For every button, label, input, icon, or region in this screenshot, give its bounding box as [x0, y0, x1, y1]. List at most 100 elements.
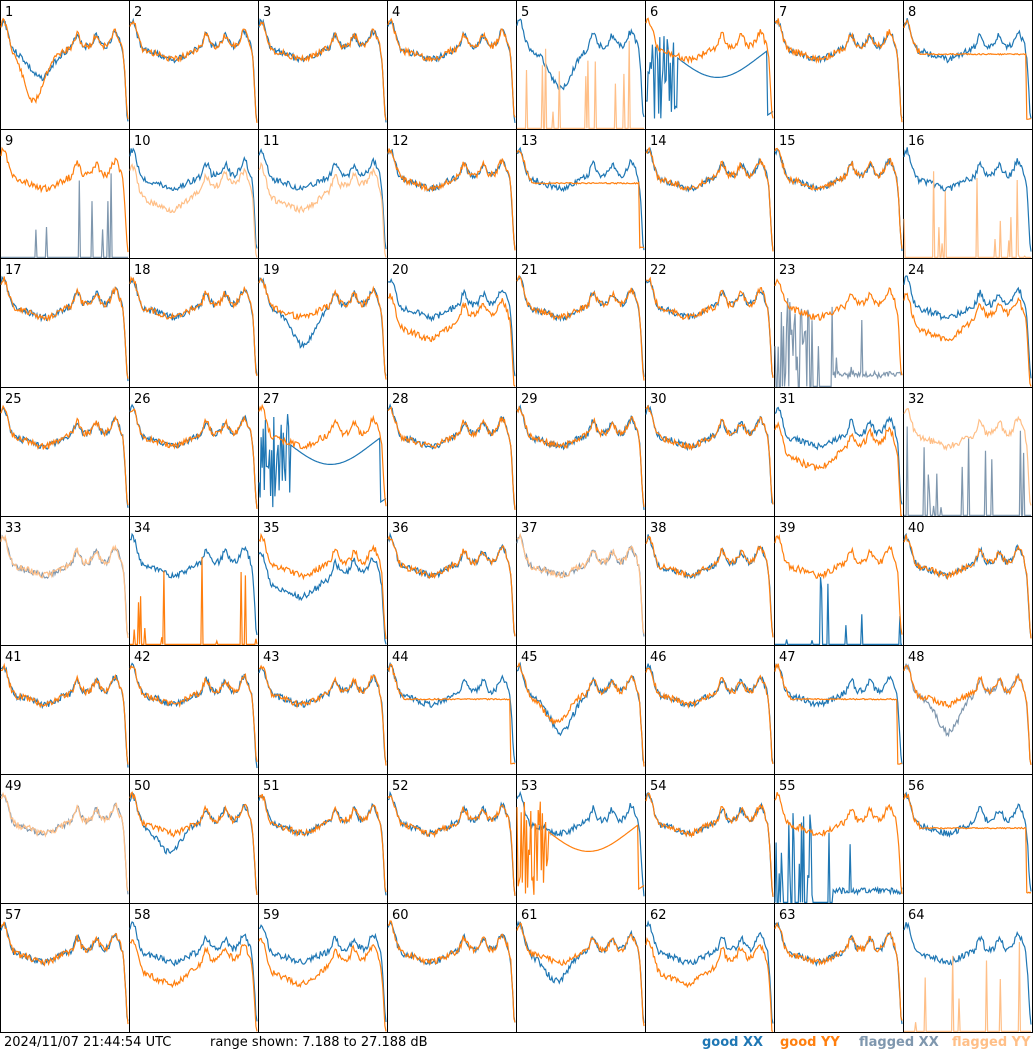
panel-label: 61 [521, 908, 538, 923]
panel-label: 64 [908, 908, 925, 923]
series-xx [516, 404, 645, 510]
series-yy [645, 936, 774, 1032]
panel-43: 43 [258, 645, 388, 775]
legend-good-yy: good YY [780, 1035, 840, 1050]
panel-frame [774, 774, 904, 904]
panel-frame [516, 0, 646, 130]
series-yy [517, 40, 644, 129]
series-xx [258, 924, 387, 1023]
series-yy [258, 793, 387, 893]
series-xx [130, 532, 258, 636]
panel-label: 8 [908, 5, 916, 20]
panel-frame [129, 774, 259, 904]
panel-frame [645, 903, 775, 1033]
panel-label: 38 [650, 521, 667, 536]
series-yy [516, 532, 645, 634]
series-xx [903, 532, 1032, 639]
series-yy [774, 921, 903, 1021]
panel-64: 64 [903, 903, 1033, 1033]
panel-frame [129, 903, 259, 1033]
panel-frame [516, 645, 646, 775]
series-xx [258, 414, 387, 508]
panel-label: 4 [392, 5, 400, 20]
panel-45: 45 [516, 645, 646, 775]
panel-frame [258, 774, 388, 904]
series-yy [774, 147, 903, 249]
panel-42: 42 [129, 645, 259, 775]
panel-47: 47 [774, 645, 904, 775]
panel-label: 52 [392, 779, 409, 794]
panel-frame [516, 903, 646, 1033]
panel-frame [516, 258, 646, 388]
panel-label: 22 [650, 263, 667, 278]
series-xx [0, 18, 129, 122]
panel-38: 38 [645, 516, 775, 646]
panel-label: 40 [908, 521, 925, 536]
panel-frame [258, 129, 388, 259]
series-yy [258, 403, 387, 507]
series-yy [0, 276, 129, 379]
panel-label: 51 [263, 779, 280, 794]
panel-label: 60 [392, 908, 409, 923]
panel-37: 37 [516, 516, 646, 646]
series-yy [387, 17, 516, 118]
panel-frame [903, 0, 1033, 130]
panel-label: 26 [134, 392, 151, 407]
panel-label: 48 [908, 650, 925, 665]
series-yy [258, 277, 387, 380]
series-yy [387, 148, 516, 251]
panel-44: 44 [387, 645, 517, 775]
series-yy [0, 146, 129, 253]
series-xx [774, 813, 903, 903]
panel-frame [387, 903, 517, 1033]
panel-58: 58 [129, 903, 259, 1033]
panel-label: 1 [5, 5, 13, 20]
series-yy [516, 661, 645, 767]
panel-label: 45 [521, 650, 538, 665]
series-yy [645, 17, 774, 119]
panel-40: 40 [903, 516, 1033, 646]
series-xx [129, 921, 258, 1022]
series-yy [387, 535, 516, 637]
series-xx [775, 577, 902, 645]
panel-label: 49 [5, 779, 22, 794]
panel-9: 9 [0, 129, 130, 259]
panel-6: 6 [645, 0, 775, 130]
series-yy [516, 149, 645, 249]
panel-label: 23 [779, 263, 796, 278]
panel-frame [0, 774, 130, 904]
series-yy [774, 533, 903, 635]
series-yy [129, 664, 258, 763]
panel-label: 31 [779, 392, 796, 407]
series-yy [904, 941, 1031, 1032]
series-yy [774, 278, 903, 376]
series-yy [258, 21, 387, 121]
panel-2: 2 [129, 0, 259, 130]
panel-15: 15 [774, 129, 904, 259]
panel-label: 15 [779, 134, 796, 149]
series-yy [903, 18, 1032, 120]
panel-label: 58 [134, 908, 151, 923]
series-yy [903, 292, 1032, 387]
series-xx [903, 921, 1032, 1025]
series-yy [645, 667, 774, 765]
panel-label: 12 [392, 134, 409, 149]
panel-label: 53 [521, 779, 538, 794]
panel-frame [0, 0, 130, 130]
panel-frame [258, 0, 388, 130]
footer: 2024/11/07 21:44:54 UTC range shown: 7.1… [0, 1033, 1033, 1053]
panel-label: 27 [263, 392, 280, 407]
panel-label: 57 [5, 908, 22, 923]
series-yy [387, 293, 516, 387]
series-xx [129, 791, 258, 895]
panel-46: 46 [645, 645, 775, 775]
panel-frame [645, 0, 775, 130]
panel-51: 51 [258, 774, 388, 904]
panel-frame [645, 774, 775, 904]
series-yy [129, 939, 258, 1032]
panel-frame [387, 645, 517, 775]
panel-label: 43 [263, 650, 280, 665]
panel-56: 56 [903, 774, 1033, 904]
series-xx [646, 36, 774, 119]
panel-20: 20 [387, 258, 517, 388]
